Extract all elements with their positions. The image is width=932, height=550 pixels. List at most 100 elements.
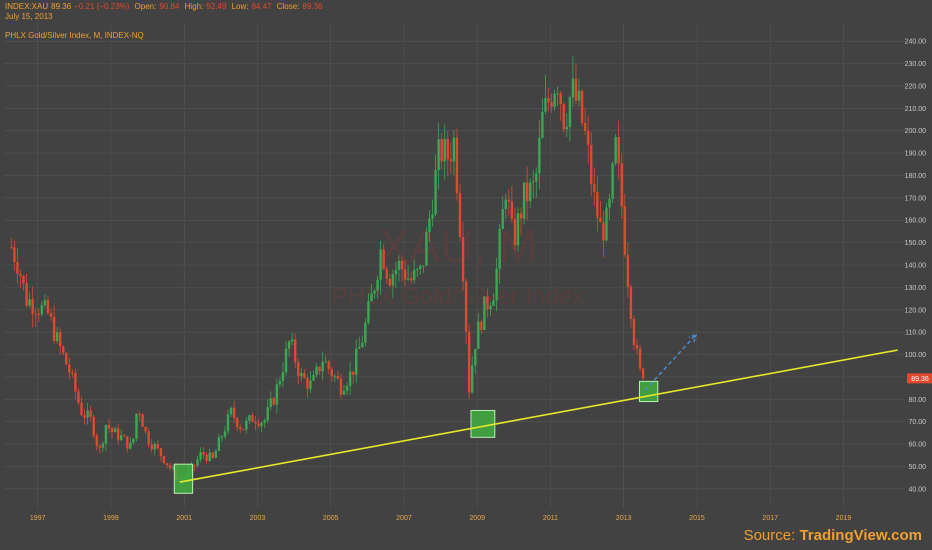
candle-body [638,348,642,369]
candle-body [364,322,367,343]
candle-body [571,78,575,98]
y-tick-label: 180.00 [905,173,927,180]
candle-body [379,249,382,280]
candle-body [315,366,318,375]
x-tick-label: 1999 [103,515,119,522]
candle-body [507,199,511,202]
y-tick-label: 220.00 [905,83,927,90]
candle-body [635,344,639,349]
candle-body [403,269,407,280]
candle-body [333,375,337,377]
candle-body [257,423,260,427]
candle-body [297,362,300,377]
candle-body [348,371,352,386]
candle-body [593,184,596,193]
candle-body [229,407,233,415]
candle-body [608,198,611,208]
candle-body [461,237,465,282]
candle-body [367,301,370,323]
candle-body [89,410,92,417]
support-box [173,463,194,494]
last-price: 89.36 [51,2,72,11]
low-label: Low: [231,2,249,11]
candle-body [199,452,202,460]
candle-body [611,163,614,199]
candle-body [245,420,248,430]
candle-body [464,281,468,332]
candle-body [40,305,44,315]
candle-body [248,415,251,421]
candle-body [568,97,572,127]
candle-body [449,159,453,162]
candle-body [516,213,520,246]
candle-body [409,278,413,281]
candle-body [303,373,306,378]
x-tick-label: 2017 [762,515,778,522]
candle-body [550,102,553,107]
candle-body [306,377,309,389]
source-credit[interactable]: Source: TradingView.com [744,527,922,544]
open-label: Open: [134,2,157,11]
candle-body [123,435,126,437]
symbol-label[interactable]: INDEX:XAU [5,2,49,11]
candle-body [83,415,86,418]
candle-body [477,321,480,349]
candle-body [614,137,617,164]
candle-body [58,332,62,347]
candle-body [495,268,498,301]
x-axis: 1997 1999 2001 2003 2005 2007 2009 2011 2013 2015… [30,515,851,522]
candle-body [535,173,538,182]
candle-body [165,463,169,466]
candle-body [452,137,456,162]
x-tick-label: 2003 [250,515,266,522]
y-tick-label: 110.00 [905,330,926,337]
candle-body [52,316,56,341]
candle-body [397,260,401,270]
candle-body [101,443,105,448]
candle-body [590,144,593,185]
candle-body [65,352,68,365]
series-title[interactable]: PHLX Gold/Silver Index, M, INDEX-NQ [5,31,144,40]
candle-body [144,426,147,432]
candle-body [290,339,294,342]
y-tick-label: 150.00 [905,240,927,247]
support-trendline [179,349,898,483]
candle-body [559,93,562,105]
candle-body [431,214,434,219]
close-value: 89.36 [302,2,323,11]
candle-body [437,139,440,171]
candle-body [16,262,19,275]
candle-body [528,182,532,202]
candle-body [92,416,95,436]
candle-body [599,218,602,223]
candle-body [254,421,257,424]
candle-body [49,313,53,317]
candle-body [300,373,303,377]
candlestick-series [10,55,645,484]
candle-body [46,300,50,314]
support-box [470,409,496,438]
candle-body [281,372,285,381]
candle-body [272,398,276,405]
y-tick-label: 210.00 [905,106,927,113]
candle-body [10,247,13,249]
candle-body [336,375,340,379]
candle-body [318,366,321,372]
candle-body [34,313,37,315]
candle-body [443,139,446,162]
candle-body [74,372,77,392]
candle-body [132,438,135,443]
candle-body [110,428,114,433]
candle-body [373,290,376,294]
candle-body [458,193,462,238]
candle-body [235,418,239,428]
y-tick-label: 240.00 [905,39,927,46]
candle-body [309,380,312,389]
candle-body [596,192,599,219]
x-tick-label: 2013 [616,515,632,522]
candle-body [562,104,565,130]
candle-body [330,369,334,377]
candle-body [193,465,196,467]
y-tick-label: 70.00 [908,419,926,426]
